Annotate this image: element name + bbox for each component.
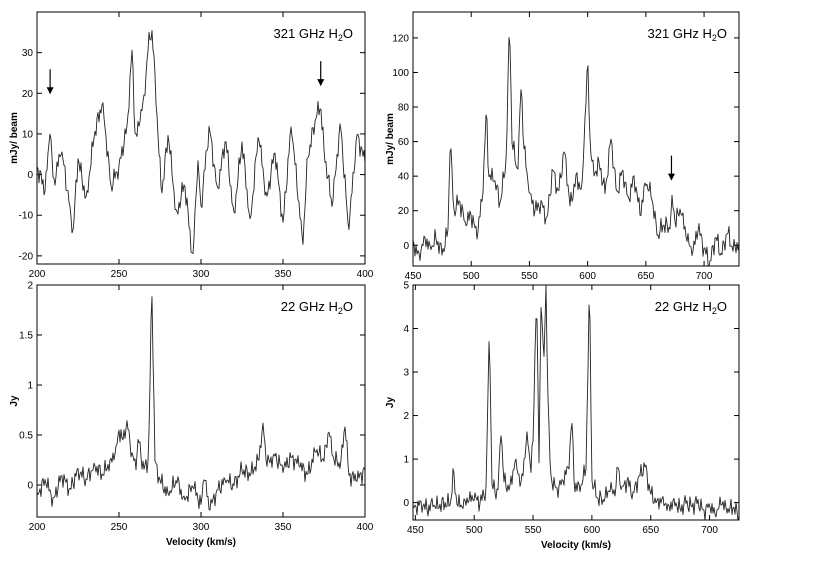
y-tick-label: 60 xyxy=(398,137,410,148)
marker-arrow-head xyxy=(317,79,325,87)
x-tick-label: 450 xyxy=(405,271,422,282)
x-axis-label: Velocity (km/s) xyxy=(541,540,611,551)
x-tick-label: 450 xyxy=(407,525,424,536)
series-trace-1 xyxy=(37,296,365,511)
chart-panel-3: 200 250 300 350 400 0 0.5 1 1.5 2 Jy Velocity (km/s… xyxy=(9,281,374,549)
line-annotation: 22 GHz H2O xyxy=(655,299,727,316)
y-tick-label: 20 xyxy=(22,89,34,100)
y-tick-label: 0 xyxy=(27,481,33,492)
x-tick-label: 500 xyxy=(463,271,480,282)
y-tick-label: 0 xyxy=(403,498,409,509)
x-tick-label: 350 xyxy=(275,269,292,280)
y-tick-label: 40 xyxy=(398,172,410,183)
chart-panel-2: 450 500 550 600 650 700 0 20 40 60 80 100 120 mJy/ be… xyxy=(385,11,740,282)
y-tick-label: 0.5 xyxy=(19,431,33,442)
x-tick-label: 350 xyxy=(275,522,292,533)
line-annotation: 321 GHz H2O xyxy=(648,26,727,43)
x-tick-label: 600 xyxy=(579,271,596,282)
y-axis-label: mJy/ beam xyxy=(385,113,396,165)
x-tick-label: 700 xyxy=(696,271,713,282)
x-tick-label: 650 xyxy=(642,525,659,536)
x-tick-label: 300 xyxy=(193,522,210,533)
chart-panel-1: 200 250 300 350 400 -20 -10 0 10 20 30 mJy/ beam 321… xyxy=(9,11,374,280)
x-tick-label: 500 xyxy=(466,525,483,536)
y-tick-label: 20 xyxy=(398,206,410,217)
y-tick-label: 2 xyxy=(403,411,409,422)
chart-panel-4: 450 500 550 600 650 700 0 1 2 3 4 5 Jy Velocity (km/s… xyxy=(385,281,740,551)
x-tick-label: 600 xyxy=(584,525,601,536)
x-tick-label: 550 xyxy=(525,525,542,536)
y-tick-label: -20 xyxy=(19,251,34,262)
series-trace-1 xyxy=(413,37,739,266)
y-tick-label: 1 xyxy=(27,381,33,392)
marker-arrow-head xyxy=(667,173,675,181)
series-trace-1 xyxy=(413,285,739,520)
x-axis-label: Velocity (km/s) xyxy=(166,537,236,548)
y-tick-label: 1 xyxy=(403,455,409,466)
marker-arrow-head xyxy=(46,87,54,95)
x-tick-label: 200 xyxy=(29,269,46,280)
plot-frame xyxy=(36,11,366,265)
y-tick-label: 30 xyxy=(22,48,34,59)
y-axis-label: mJy/ beam xyxy=(9,112,20,164)
y-tick-label: 5 xyxy=(403,281,409,292)
y-tick-label: 0 xyxy=(27,170,33,181)
x-tick-label: 400 xyxy=(357,269,374,280)
y-axis-label: Jy xyxy=(9,395,20,407)
y-tick-label: 1.5 xyxy=(19,331,33,342)
x-tick-label: 250 xyxy=(111,269,128,280)
x-tick-label: 400 xyxy=(357,522,374,533)
line-annotation: 22 GHz H2O xyxy=(281,299,353,316)
y-tick-label: 100 xyxy=(392,68,409,79)
series-trace-1 xyxy=(37,29,365,255)
plot-frame xyxy=(412,11,740,267)
y-axis-label: Jy xyxy=(385,397,396,409)
y-tick-label: -10 xyxy=(19,211,34,222)
x-tick-label: 550 xyxy=(521,271,538,282)
y-tick-label: 120 xyxy=(392,33,409,44)
y-tick-label: 4 xyxy=(403,324,409,335)
x-tick-label: 700 xyxy=(701,525,718,536)
x-tick-label: 250 xyxy=(111,522,128,533)
plot-frame xyxy=(36,284,366,518)
y-tick-label: 0 xyxy=(403,241,409,252)
y-tick-label: 10 xyxy=(22,129,34,140)
x-tick-label: 200 xyxy=(29,522,46,533)
y-tick-label: 2 xyxy=(27,281,33,292)
plot-frame xyxy=(412,284,740,521)
x-tick-label: 650 xyxy=(638,271,655,282)
x-tick-label: 300 xyxy=(193,269,210,280)
y-tick-label: 3 xyxy=(403,368,409,379)
line-annotation: 321 GHz H2O xyxy=(274,26,353,43)
y-tick-label: 80 xyxy=(398,103,410,114)
